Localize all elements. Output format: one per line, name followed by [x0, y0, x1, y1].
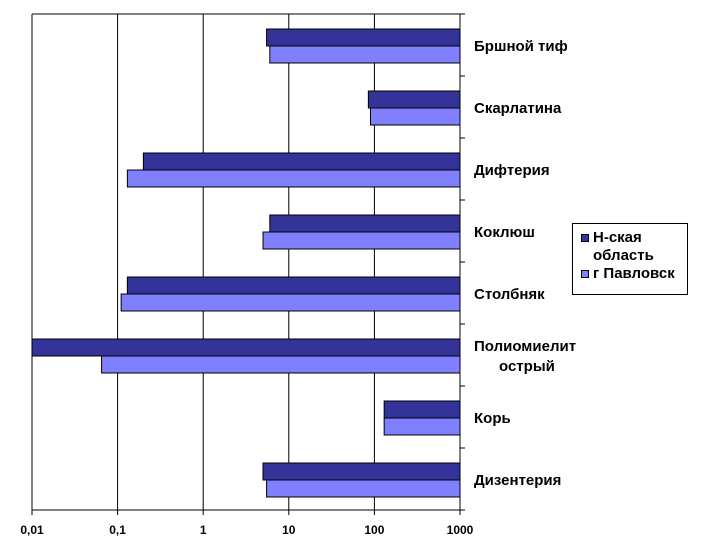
category-label: Скарлатина: [474, 100, 562, 117]
bar: [262, 462, 461, 481]
bar: [126, 169, 461, 188]
category-label-line: Дизентерия: [474, 472, 561, 489]
category-label-line: Полиомиелит: [474, 338, 576, 355]
category-label-line: Скарлатина: [474, 100, 562, 117]
bar: [262, 231, 461, 250]
bar: [383, 400, 461, 419]
category-label-line: Бршной тиф: [474, 38, 568, 55]
bar: [142, 152, 461, 171]
category-label: Дизентерия: [474, 472, 561, 489]
bar: [126, 276, 461, 295]
legend-label-series-2: г Павловск: [593, 265, 675, 283]
bar: [266, 28, 461, 47]
category-labels: Бршной тиф Скарлатина Дифтерия Коклюш Столбн…: [474, 38, 576, 489]
category-label: Бршной тиф: [474, 38, 568, 55]
category-label-line: Дифтерия: [474, 162, 550, 179]
category-label-line: Столбняк: [474, 286, 545, 303]
bar: [369, 107, 461, 126]
x-tick-label: 10: [282, 523, 296, 537]
bar: [266, 479, 461, 498]
legend: Н-ская область г Павловск: [572, 223, 688, 295]
x-tick-labels: 0,01 0,1 1 10 100 1000: [20, 523, 473, 537]
legend-swatch-series-1: [581, 234, 589, 242]
category-label: Коклюш: [474, 224, 535, 241]
legend-label-line-1: Н-ская: [593, 229, 642, 246]
axes: [31, 13, 465, 515]
category-label: Дифтерия: [474, 162, 550, 179]
bar: [269, 45, 461, 64]
bar: [269, 214, 461, 233]
category-label: Полиомиелит острый: [474, 338, 576, 375]
category-label-line: Корь: [474, 410, 511, 427]
legend-label-line: г Павловск: [593, 265, 675, 282]
x-tick-label: 100: [364, 523, 384, 537]
x-tick-label: 0,1: [109, 523, 126, 537]
legend-swatch-series-2: [581, 270, 589, 278]
bar: [31, 338, 461, 357]
category-label-line: Коклюш: [474, 224, 535, 241]
legend-label-series-1: Н-ская область: [593, 229, 654, 265]
category-label: Корь: [474, 410, 511, 427]
bar: [120, 293, 461, 312]
category-label-line: острый: [499, 358, 555, 375]
bar: [101, 355, 461, 374]
x-tick-label: 0,01: [20, 523, 44, 537]
bar: [367, 90, 461, 109]
grid-lines: [31, 13, 461, 510]
x-tick-label: 1000: [447, 523, 474, 537]
x-tick-label: 1: [200, 523, 207, 537]
bar: [383, 417, 461, 436]
bars: [31, 28, 461, 498]
category-label: Столбняк: [474, 286, 545, 303]
legend-label-line-2: область: [593, 247, 654, 264]
